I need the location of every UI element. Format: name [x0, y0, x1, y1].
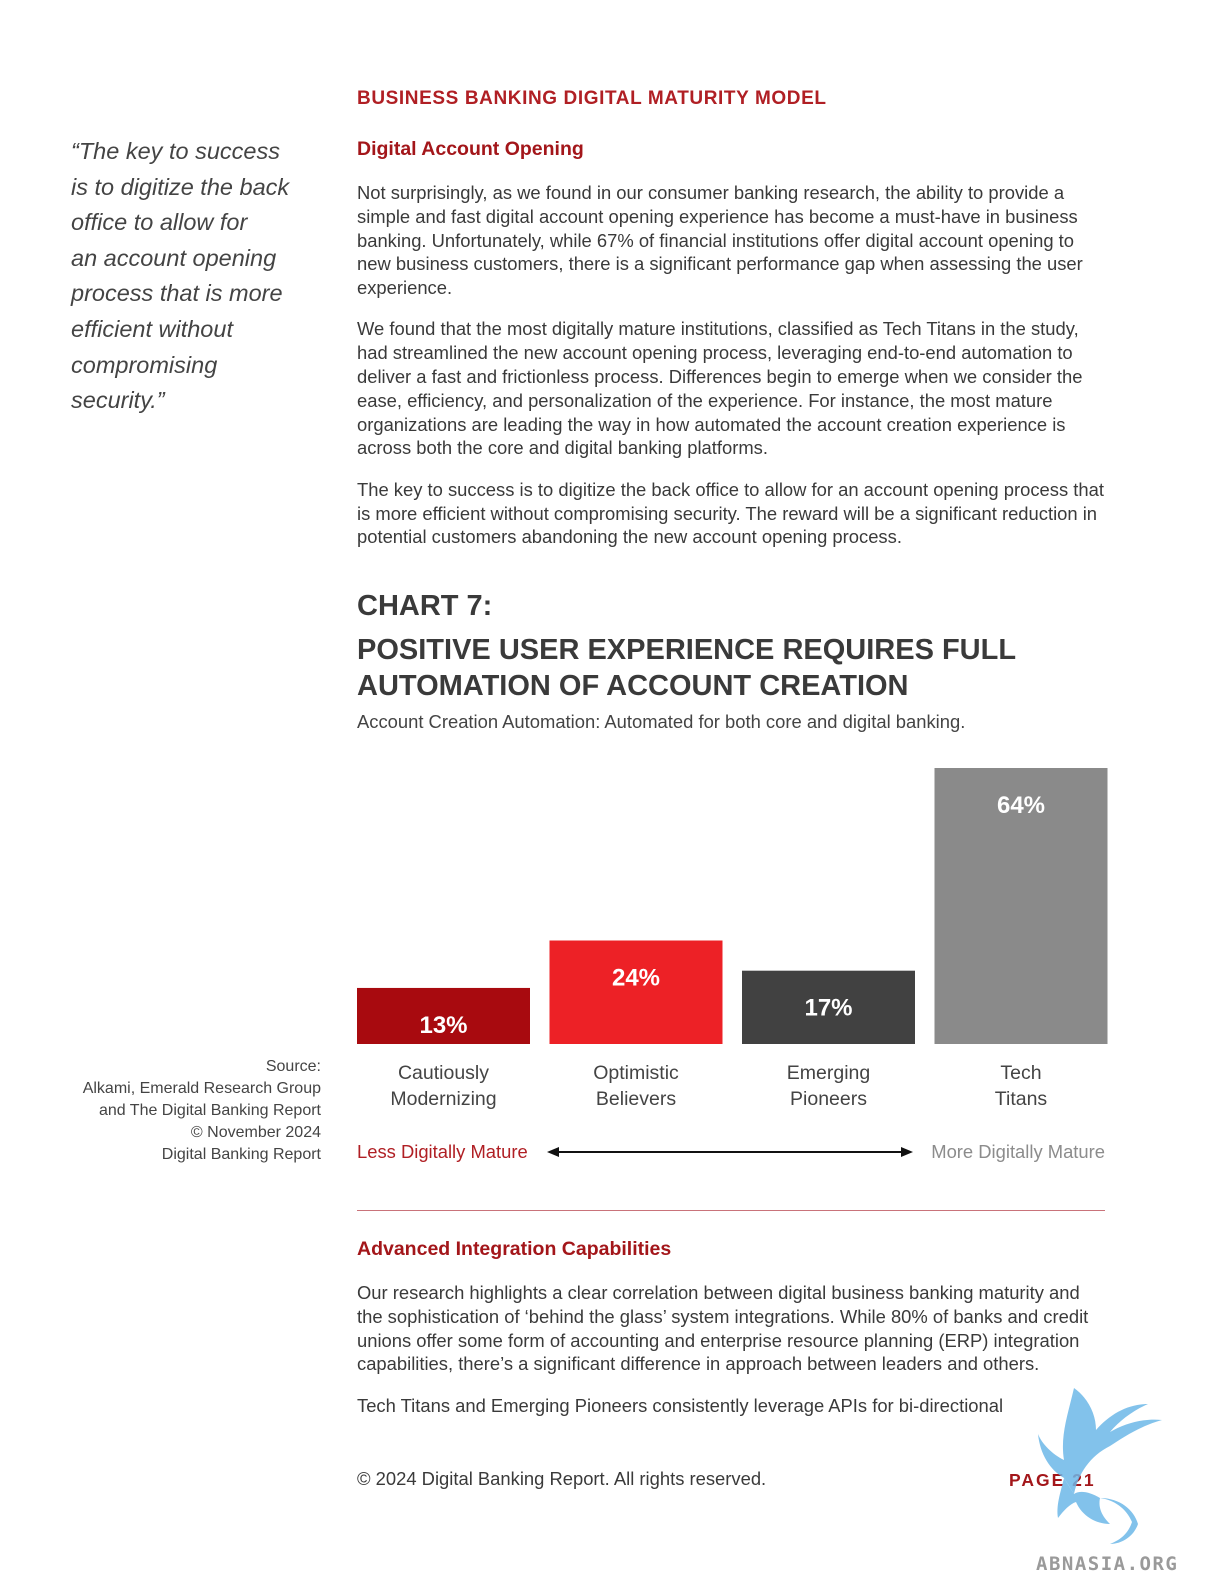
pull-quote-line: an account opening [71, 244, 277, 271]
category-label: Emerging [787, 1062, 870, 1084]
source-line: Alkami, Emerald Research Group [82, 1080, 321, 1097]
category-label: Modernizing [390, 1088, 496, 1110]
category-label: Pioneers [790, 1088, 867, 1110]
footer-copyright: © 2024 Digital Banking Report. All right… [357, 1468, 767, 1489]
category-label: Optimistic [593, 1062, 679, 1084]
section-divider [357, 1210, 1105, 1211]
bar-value-label: 17% [804, 995, 852, 1022]
arrow-right-icon [901, 1147, 913, 1157]
category-label: Tech [1000, 1062, 1041, 1084]
pull-quote-line: process that is more [71, 280, 283, 307]
axis-right-label: More Digitally Mature [931, 1141, 1105, 1162]
bar-value-label: 13% [419, 1012, 467, 1039]
section-title-account-opening: Digital Account Opening [357, 138, 584, 160]
pull-quote-line: efficient without [71, 315, 233, 342]
category-label: Titans [995, 1088, 1048, 1110]
chart-label: CHART 7: [357, 590, 493, 622]
arrow-left-icon [547, 1147, 559, 1157]
source-note: Source: Alkami, Emerald Research Group a… [40, 1056, 321, 1166]
pull-quote-line: “The key to success [71, 138, 280, 164]
category-label: Cautiously [398, 1062, 489, 1084]
bar [742, 970, 915, 1044]
pull-quote: “The key to success is to digitize the b… [71, 134, 321, 419]
watermark-text: ABNASIA.ORG [1036, 1553, 1179, 1575]
source-line: Source: [265, 1058, 321, 1075]
paragraph: Not surprisingly, as we found in our con… [357, 182, 1083, 299]
bar [934, 768, 1108, 1044]
chart-title: POSITIVE USER EXPERIENCE REQUIRES FULL A… [357, 634, 1016, 702]
bar-value-label: 64% [997, 792, 1045, 819]
paragraph: The key to success is to digitize the ba… [357, 478, 1104, 548]
bar [357, 987, 530, 1044]
section-body-integration: Our research highlights a clear correlat… [357, 1281, 1107, 1435]
bar [549, 940, 723, 1044]
pull-quote-line: office to allow for [71, 209, 248, 236]
paragraph: Tech Titans and Emerging Pioneers consis… [357, 1394, 1004, 1416]
chart-subtitle: Account Creation Automation: Automated f… [357, 711, 966, 732]
pull-quote-line: compromising [71, 351, 218, 378]
section-body-account-opening: Not surprisingly, as we found in our con… [357, 181, 1107, 567]
source-line: © November 2024 [190, 1124, 321, 1141]
source-line: Digital Banking Report [161, 1146, 321, 1163]
griffin-watermark-icon [1038, 1388, 1162, 1544]
paragraph: We found that the most digitally mature … [357, 318, 1083, 459]
pull-quote-line: is to digitize the back [71, 173, 290, 200]
category-label: Believers [596, 1088, 676, 1110]
paragraph: Our research highlights a clear correlat… [357, 1282, 1089, 1375]
pull-quote-line: security.” [71, 387, 165, 414]
axis-left-label: Less Digitally Mature [357, 1141, 528, 1162]
section-title-integration: Advanced Integration Capabilities [357, 1238, 672, 1260]
source-line: and The Digital Banking Report [98, 1102, 321, 1119]
report-header: BUSINESS BANKING DIGITAL MATURITY MODEL [357, 88, 827, 109]
bar-value-label: 24% [612, 965, 660, 992]
